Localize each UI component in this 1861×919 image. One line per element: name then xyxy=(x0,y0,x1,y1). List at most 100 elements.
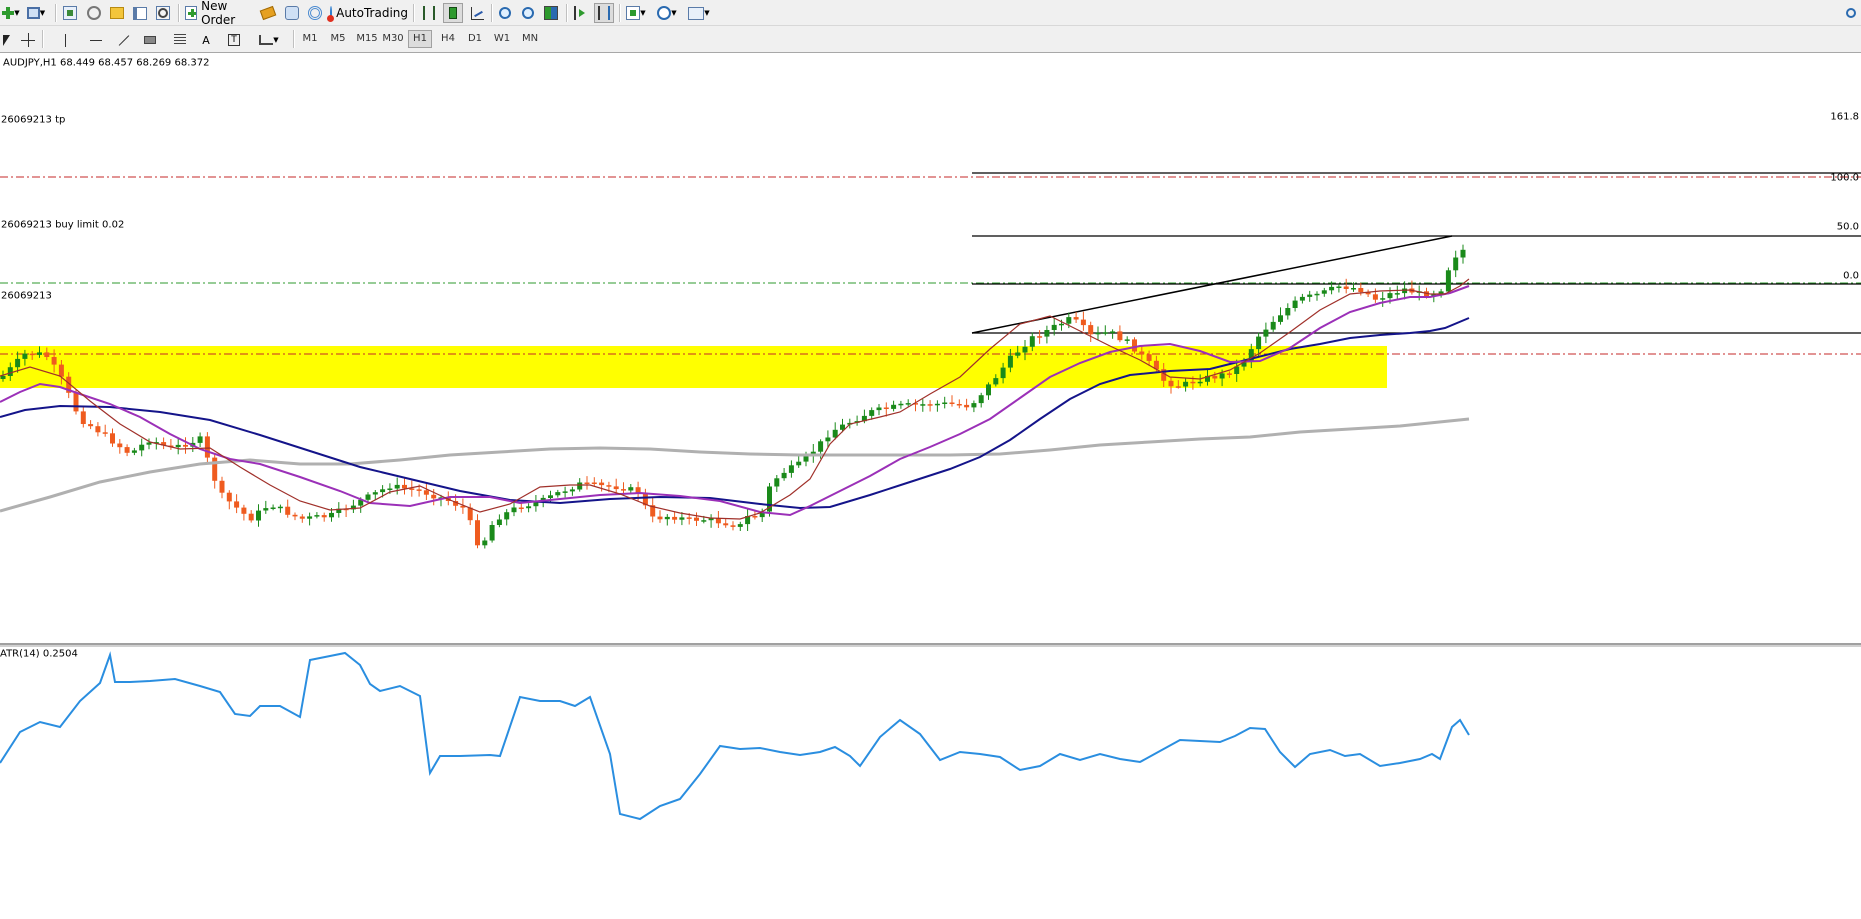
line-chart-icon[interactable] xyxy=(468,3,486,23)
candle-body xyxy=(1117,331,1123,341)
candle-body xyxy=(95,426,101,433)
symbol-info: AUDJPY,H1 68.449 68.457 68.269 68.372 xyxy=(3,58,209,69)
candle-body xyxy=(1226,373,1232,375)
templates-icon[interactable]: ▼ xyxy=(685,3,713,23)
candle-body xyxy=(562,491,568,493)
fib-label-50: 50.0 xyxy=(1837,222,1859,233)
candle-body xyxy=(883,407,889,409)
arrows-icon[interactable]: ▼ xyxy=(255,30,283,50)
candle-body xyxy=(555,492,561,496)
candle-body xyxy=(613,486,619,490)
strategy-tester-icon[interactable] xyxy=(154,3,172,23)
candle-body xyxy=(380,489,386,493)
navigator-icon[interactable] xyxy=(85,3,103,23)
market-watch-icon[interactable] xyxy=(61,3,79,23)
data-window-icon[interactable] xyxy=(108,3,126,23)
candlestick-icon[interactable] xyxy=(443,3,463,23)
search-icon[interactable] xyxy=(1843,3,1859,23)
candle-body xyxy=(1007,355,1013,368)
candle-body xyxy=(1365,292,1371,295)
candle-body xyxy=(978,395,984,404)
candle-body xyxy=(453,501,459,506)
candle-body xyxy=(1197,381,1203,384)
candle-body xyxy=(124,447,130,453)
candle-body xyxy=(1132,339,1137,352)
candle-body xyxy=(548,495,553,498)
autotrading-button[interactable]: AutoTrading xyxy=(327,3,408,23)
options-icon[interactable] xyxy=(283,3,301,23)
candle-body xyxy=(621,489,626,491)
candle-body xyxy=(730,525,736,527)
candle-body xyxy=(569,489,575,492)
candle-body xyxy=(1153,360,1159,370)
candle-body xyxy=(131,450,137,453)
candle-body xyxy=(1285,308,1291,316)
trendline-icon[interactable] xyxy=(116,30,132,50)
candle-body xyxy=(139,444,145,451)
candle-body xyxy=(1453,257,1459,271)
candle-body xyxy=(518,507,524,509)
periods-icon[interactable]: ▼ xyxy=(654,3,680,23)
candle-body xyxy=(803,455,809,462)
zoom-in-icon[interactable] xyxy=(496,3,514,23)
candle-body xyxy=(840,424,845,430)
timeframe-m15[interactable]: M15 xyxy=(356,33,378,44)
horizontal-line-icon[interactable] xyxy=(88,30,104,50)
candle-body xyxy=(606,485,612,487)
vertical-line-icon[interactable] xyxy=(60,30,70,50)
timeframe-mn[interactable]: MN xyxy=(521,33,539,44)
candle-body xyxy=(737,524,743,527)
text-label-icon[interactable]: T xyxy=(226,30,242,50)
timeframe-m1[interactable]: M1 xyxy=(302,33,318,44)
candle-body xyxy=(350,505,356,510)
signals-icon[interactable] xyxy=(306,3,324,23)
cursor-icon[interactable] xyxy=(0,30,12,50)
candle-body xyxy=(37,352,42,355)
indicators-icon[interactable]: ▼ xyxy=(624,3,648,23)
zoom-out-icon[interactable] xyxy=(519,3,537,23)
autotrading-icon xyxy=(327,6,335,22)
new-order-button[interactable]: New Order xyxy=(185,0,255,27)
candle-body xyxy=(496,519,502,525)
candle-body xyxy=(861,415,867,422)
bar-chart-icon[interactable] xyxy=(420,3,438,23)
chart-shift-icon[interactable] xyxy=(594,3,614,23)
candle-body xyxy=(226,492,232,502)
candle-body xyxy=(51,357,57,365)
crosshair-icon[interactable] xyxy=(20,30,36,50)
candle-body xyxy=(314,515,320,517)
candle-body xyxy=(818,441,824,452)
candle-body xyxy=(905,403,911,405)
terminal-icon[interactable] xyxy=(131,3,149,23)
timeframe-m5[interactable]: M5 xyxy=(330,33,346,44)
fibonacci-icon[interactable] xyxy=(172,30,188,50)
candle-body xyxy=(1175,386,1181,388)
candle-body xyxy=(1460,249,1466,258)
candle-body xyxy=(657,516,663,520)
timeframe-h4[interactable]: H4 xyxy=(441,33,455,44)
chart-canvas[interactable]: AUDJPY,H1 68.449 68.457 68.269 68.372 26… xyxy=(0,54,1861,919)
candle-body xyxy=(270,507,276,509)
candle-body xyxy=(292,514,298,517)
timeframe-w1[interactable]: W1 xyxy=(493,33,511,44)
candle-body xyxy=(1022,346,1028,353)
text-icon[interactable]: A xyxy=(202,33,210,47)
candle-body xyxy=(110,433,115,444)
tile-windows-icon[interactable] xyxy=(542,3,560,23)
candle-body xyxy=(58,364,64,377)
candle-body xyxy=(1351,288,1356,290)
candle-body xyxy=(1073,317,1079,320)
candle-body xyxy=(832,429,838,438)
auto-scroll-icon[interactable] xyxy=(571,3,589,23)
timeframe-m30[interactable]: M30 xyxy=(382,33,404,44)
metaeditor-icon[interactable] xyxy=(259,3,277,23)
candle-body xyxy=(1321,290,1327,294)
new-chart-icon[interactable]: ▼ xyxy=(2,3,20,23)
channel-icon[interactable] xyxy=(142,30,158,50)
profiles-icon[interactable]: ▼ xyxy=(25,3,47,23)
timeframe-h1[interactable]: H1 xyxy=(408,30,432,48)
candle-body xyxy=(248,513,254,521)
timeframe-d1[interactable]: D1 xyxy=(467,33,483,44)
candle-body xyxy=(1051,324,1057,330)
candle-body xyxy=(898,403,904,406)
